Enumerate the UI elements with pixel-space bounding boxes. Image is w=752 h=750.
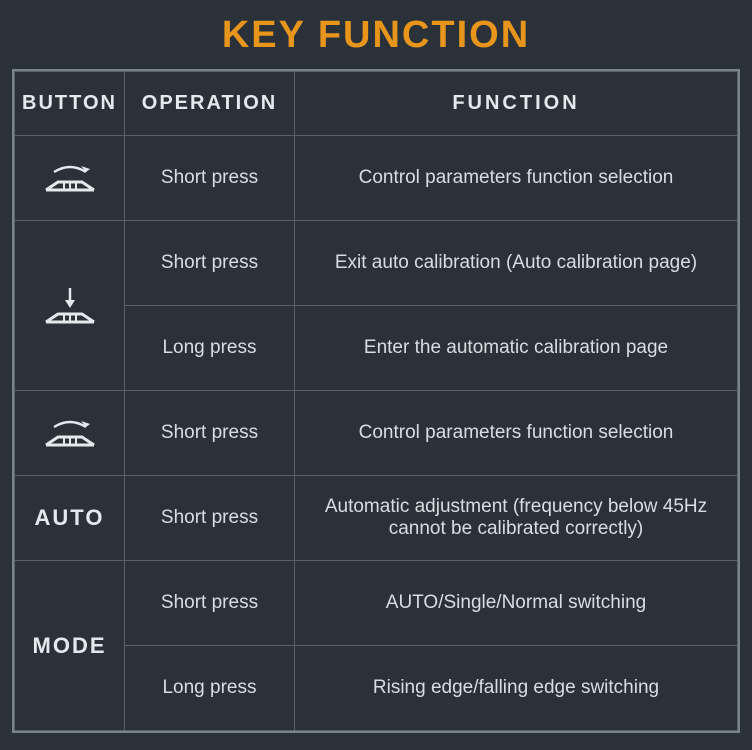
function-cell: Control parameters function selection [295,391,738,476]
operation-cell: Short press [125,476,295,561]
knob-up-arc-icon [38,415,102,451]
button-cell: AUTO [15,476,125,561]
table-row: Short press Control parameters function … [15,136,738,221]
auto-button-label: AUTO [35,505,105,530]
function-cell: Enter the automatic calibration page [295,306,738,391]
page-title: KEY FUNCTION [0,0,752,63]
function-cell: Automatic adjustment (frequency below 45… [295,476,738,561]
knob-up-arc-icon [38,160,102,196]
table-row: Short press Exit auto calibration (Auto … [15,221,738,306]
function-cell: Exit auto calibration (Auto calibration … [295,221,738,306]
button-cell: MODE [15,561,125,731]
col-header-operation: OPERATION [125,72,295,136]
table-header-row: BUTTON OPERATION FUNCTION [15,72,738,136]
operation-cell: Short press [125,391,295,476]
operation-cell: Long press [125,646,295,731]
function-cell: Rising edge/falling edge switching [295,646,738,731]
mode-button-label: MODE [33,633,107,658]
col-header-button: BUTTON [15,72,125,136]
function-cell: AUTO/Single/Normal switching [295,561,738,646]
button-cell [15,136,125,221]
operation-cell: Short press [125,221,295,306]
table-row: MODE Short press AUTO/Single/Normal swit… [15,561,738,646]
table-row: AUTO Short press Automatic adjustment (f… [15,476,738,561]
key-function-table-frame: BUTTON OPERATION FUNCTION Short press Co… [12,69,740,733]
operation-cell: Short press [125,561,295,646]
function-cell: Control parameters function selection [295,136,738,221]
table-row: Short press Control parameters function … [15,391,738,476]
operation-cell: Long press [125,306,295,391]
button-cell [15,221,125,391]
knob-press-down-icon [38,284,102,328]
key-function-table: BUTTON OPERATION FUNCTION Short press Co… [14,71,738,731]
col-header-function: FUNCTION [295,72,738,136]
operation-cell: Short press [125,136,295,221]
button-cell [15,391,125,476]
